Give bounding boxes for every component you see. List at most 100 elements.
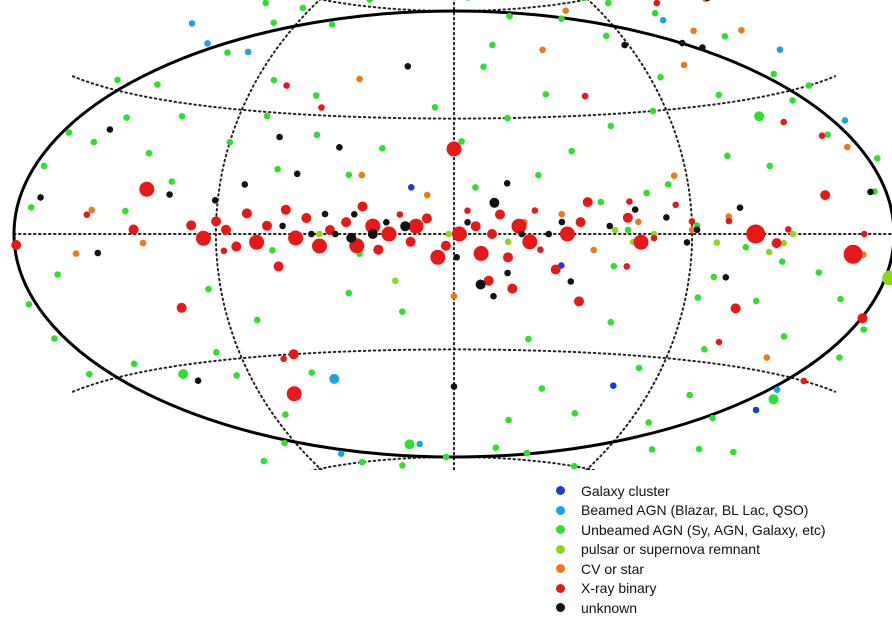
data-point bbox=[489, 197, 500, 208]
data-point bbox=[765, 248, 773, 256]
data-point bbox=[442, 453, 450, 461]
data-point bbox=[505, 416, 512, 424]
data-point bbox=[205, 285, 212, 293]
data-point bbox=[693, 226, 701, 234]
data-point bbox=[522, 234, 538, 250]
data-point bbox=[558, 15, 565, 22]
data-point bbox=[606, 222, 613, 230]
data-point bbox=[270, 19, 278, 27]
data-point bbox=[358, 458, 366, 466]
data-point bbox=[535, 171, 542, 179]
data-point bbox=[458, 138, 465, 145]
data-point bbox=[233, 372, 240, 379]
data-point bbox=[495, 209, 505, 220]
data-point bbox=[86, 370, 93, 378]
legend-item-xray-binary: X-ray binary bbox=[556, 579, 826, 599]
data-point bbox=[504, 114, 511, 122]
data-point bbox=[421, 213, 432, 224]
data-point bbox=[145, 149, 153, 157]
data-point bbox=[154, 81, 161, 88]
data-point bbox=[778, 258, 786, 265]
data-point bbox=[695, 445, 703, 453]
data-point bbox=[366, 0, 373, 3]
source-points bbox=[11, 0, 892, 470]
legend-label: unknown bbox=[581, 599, 638, 616]
data-point bbox=[399, 462, 406, 469]
data-point bbox=[220, 247, 228, 255]
legend-label: pulsar or supernova remnant bbox=[581, 541, 760, 558]
data-point bbox=[610, 382, 617, 390]
data-point bbox=[11, 240, 22, 250]
data-point bbox=[328, 21, 336, 28]
data-point bbox=[841, 117, 849, 124]
data-point bbox=[253, 316, 261, 324]
data-point bbox=[525, 335, 532, 343]
data-point bbox=[473, 246, 489, 261]
data-point bbox=[83, 211, 91, 218]
data-point bbox=[286, 386, 302, 402]
data-point bbox=[274, 165, 281, 173]
legend-item-unbeamed-agn: Unbeamed AGN (Sy, AGN, Galaxy, etc) bbox=[556, 520, 826, 540]
data-point bbox=[518, 230, 525, 238]
data-point bbox=[545, 230, 552, 238]
data-point bbox=[276, 133, 283, 141]
data-point bbox=[763, 354, 771, 361]
data-point bbox=[715, 91, 723, 99]
series-group bbox=[188, 16, 849, 458]
data-point bbox=[316, 230, 323, 238]
data-point bbox=[538, 385, 546, 392]
legend-label: X-ray binary bbox=[581, 580, 657, 597]
data-point bbox=[607, 318, 615, 326]
data-point bbox=[279, 222, 286, 230]
series-group bbox=[25, 0, 881, 470]
data-point bbox=[345, 289, 353, 297]
data-point bbox=[194, 377, 202, 385]
data-point bbox=[318, 104, 325, 111]
data-point bbox=[766, 162, 773, 170]
data-point bbox=[648, 446, 656, 453]
data-point bbox=[88, 206, 95, 214]
data-point bbox=[771, 238, 782, 249]
data-point bbox=[539, 46, 546, 54]
data-point bbox=[623, 263, 631, 270]
legend: Galaxy cluster Beamed AGN (Blazar, BL La… bbox=[556, 481, 826, 618]
data-point bbox=[581, 92, 589, 100]
data-point bbox=[90, 138, 98, 146]
data-point bbox=[736, 204, 744, 211]
data-point bbox=[186, 220, 197, 231]
legend-item-beamed-agn: Beamed AGN (Blazar, BL Lac, QSO) bbox=[556, 501, 826, 521]
data-point bbox=[709, 414, 716, 422]
data-point bbox=[571, 410, 579, 417]
data-point bbox=[504, 238, 512, 246]
data-point bbox=[241, 208, 252, 219]
data-point bbox=[688, 218, 696, 225]
data-point bbox=[269, 247, 276, 254]
data-point bbox=[780, 333, 788, 340]
data-point bbox=[789, 97, 796, 104]
data-point bbox=[504, 269, 511, 277]
data-point bbox=[507, 283, 518, 294]
data-point bbox=[861, 230, 868, 238]
data-point bbox=[672, 201, 679, 209]
data-point bbox=[780, 118, 787, 126]
legend-item-unknown: unknown bbox=[556, 598, 826, 618]
data-point bbox=[262, 220, 272, 231]
data-point bbox=[768, 394, 779, 405]
data-point bbox=[114, 76, 121, 84]
data-point bbox=[710, 273, 718, 281]
data-point bbox=[231, 241, 242, 252]
longitude-line bbox=[214, 0, 324, 470]
data-point bbox=[860, 326, 867, 333]
data-point bbox=[27, 204, 35, 211]
data-point bbox=[570, 462, 578, 470]
data-point bbox=[738, 26, 745, 34]
data-point bbox=[657, 73, 664, 81]
data-point bbox=[815, 269, 823, 276]
data-point bbox=[824, 131, 831, 138]
data-point bbox=[680, 61, 688, 69]
data-point bbox=[506, 12, 513, 20]
data-point bbox=[262, 0, 269, 7]
data-point bbox=[408, 184, 415, 191]
data-point bbox=[818, 132, 826, 139]
data-point bbox=[780, 239, 787, 247]
